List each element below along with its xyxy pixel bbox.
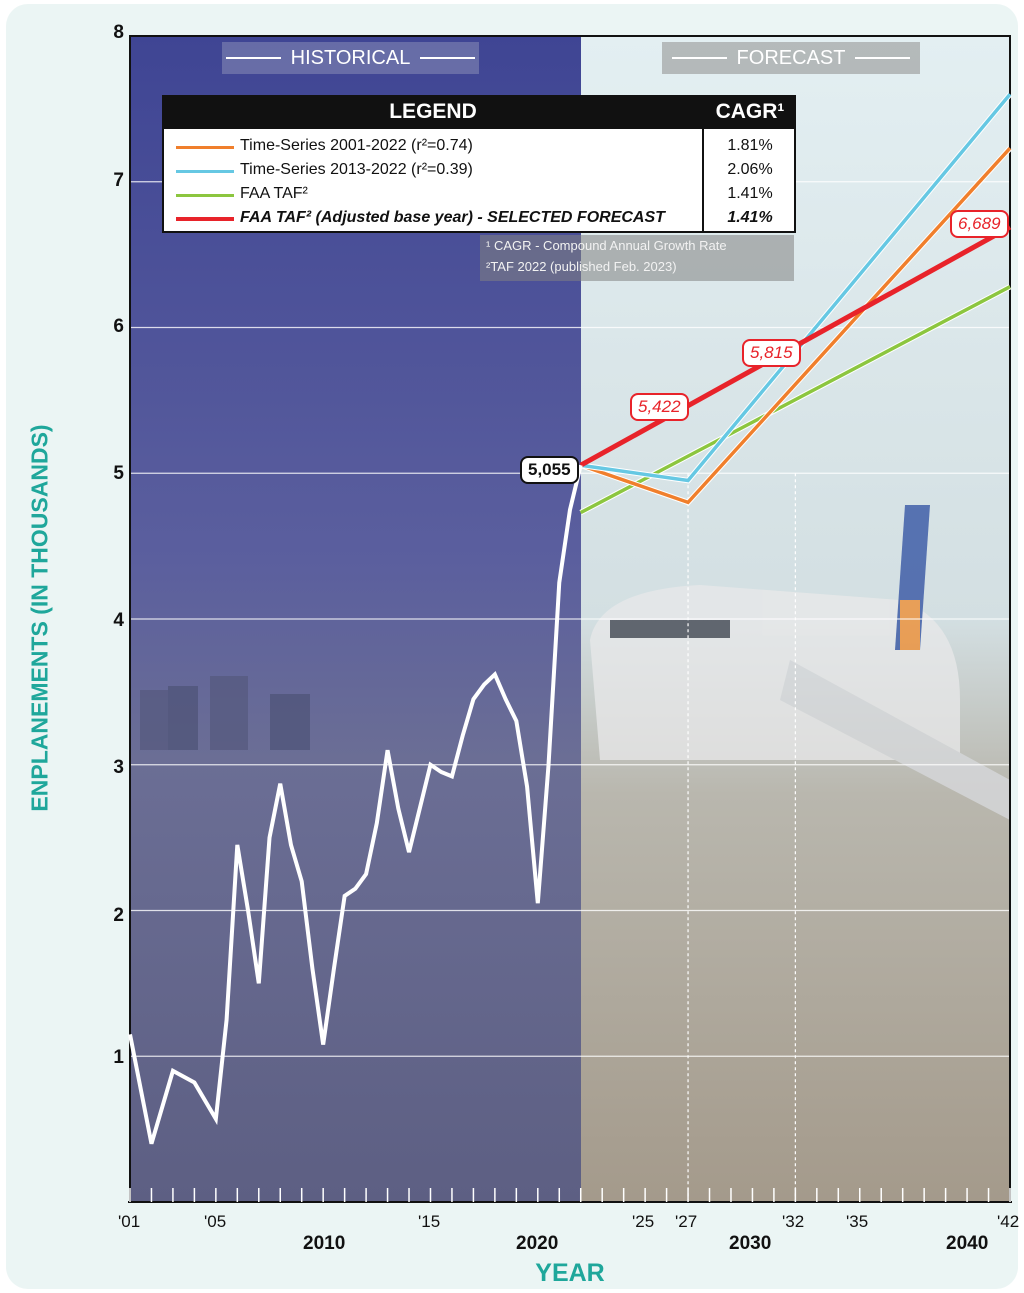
label-dash	[671, 57, 727, 59]
callout-2027: 5,422	[630, 393, 689, 421]
x-axis-title: YEAR	[535, 1259, 605, 1287]
legend-swatch	[176, 194, 234, 197]
legend-row: FAA TAF² (Adjusted base year) - SELECTED…	[164, 207, 794, 231]
y-axis-title: ENPLANEMENTS (IN THOUSANDS)	[26, 424, 53, 812]
legend-cagr: 2.06%	[727, 161, 773, 178]
x-tick-label: '35	[846, 1212, 869, 1231]
x-decade-label: 2030	[729, 1233, 772, 1254]
note-taf: ²TAF 2022 (published Feb. 2023)	[486, 259, 677, 274]
label-dash	[855, 57, 911, 59]
legend-notes: ¹ CAGR - Compound Annual Growth Rate ²TA…	[480, 235, 794, 281]
legend-label: Time-Series 2013-2022 (r²=0.39)	[240, 161, 473, 178]
y-tick-label: 5	[113, 463, 124, 484]
legend-cagr: 1.41%	[727, 185, 773, 202]
callout-2032: 5,815	[742, 339, 801, 367]
forecast-label-text: FORECAST	[736, 46, 846, 69]
cagr-title: CAGR¹	[715, 100, 785, 123]
x-tick-label: '27	[675, 1212, 698, 1231]
x-decade-label: 2020	[516, 1233, 559, 1254]
callout-2042: 6,689	[950, 210, 1009, 238]
x-axis-ticks	[129, 1188, 1011, 1202]
label-dash	[420, 57, 476, 59]
y-tick-label: 8	[113, 22, 124, 43]
y-tick-label: 3	[113, 757, 124, 778]
series-line	[580, 147, 1012, 505]
x-tick-label: '05	[204, 1212, 227, 1231]
y-tick-label: 2	[113, 905, 124, 926]
x-tick-label: '32	[782, 1212, 805, 1231]
legend-label: FAA TAF²	[240, 185, 308, 202]
legend-label: FAA TAF² (Adjusted base year) - SELECTED…	[240, 209, 665, 226]
series-lines	[128, 92, 1013, 1145]
legend-swatch	[176, 217, 234, 221]
legend-header: LEGEND CAGR¹	[164, 97, 794, 129]
legend: LEGEND CAGR¹ Time-Series 2001-2022 (r²=0…	[162, 95, 796, 233]
legend-swatch	[176, 170, 234, 173]
x-decade-label: 2040	[946, 1233, 989, 1254]
label-dash	[225, 57, 281, 59]
legend-divider	[702, 97, 704, 231]
y-tick-label: 1	[113, 1047, 124, 1068]
y-tick-label: 7	[113, 170, 124, 191]
historical-line	[128, 464, 583, 1145]
legend-cagr: 1.81%	[727, 137, 773, 154]
legend-row: Time-Series 2001-2022 (r²=0.74) 1.81%	[164, 135, 794, 159]
forecast-label: FORECAST	[662, 42, 920, 74]
note-cagr: ¹ CAGR - Compound Annual Growth Rate	[486, 238, 727, 253]
legend-swatch	[176, 146, 234, 149]
legend-label: Time-Series 2001-2022 (r²=0.74)	[240, 137, 473, 154]
legend-title: LEGEND	[389, 100, 477, 123]
photo-silhouette	[140, 505, 1010, 820]
historical-label-text: HISTORICAL	[290, 46, 411, 69]
x-tick-label: '25	[632, 1212, 655, 1231]
x-tick-label: '42	[997, 1212, 1020, 1231]
legend-row: Time-Series 2013-2022 (r²=0.39) 2.06%	[164, 159, 794, 183]
series-line	[580, 93, 1012, 483]
y-tick-label: 6	[113, 316, 124, 337]
historical-label: HISTORICAL	[222, 42, 479, 74]
y-tick-label: 4	[113, 610, 124, 631]
x-tick-label: '01	[118, 1212, 141, 1231]
callout-2022: 5,055	[520, 456, 579, 484]
legend-cagr: 1.41%	[727, 209, 773, 226]
legend-row: FAA TAF² 1.41%	[164, 183, 794, 207]
x-decade-label: 2010	[303, 1233, 346, 1254]
x-tick-label: '15	[418, 1212, 441, 1231]
